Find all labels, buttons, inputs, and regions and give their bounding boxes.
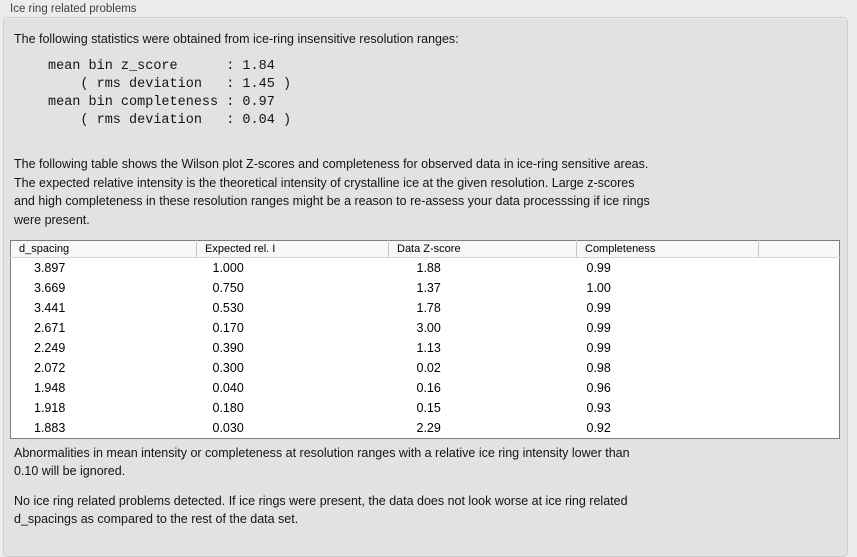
table-cell [759, 358, 840, 378]
table-row[interactable]: 3.897 1.000 1.88 0.99 [11, 258, 840, 279]
table-cell: 3.897 [34, 261, 66, 275]
note-conclusion: No ice ring related problems detected. I… [14, 494, 628, 526]
table-cell: 0.99 [586, 261, 611, 275]
table-cell: 1.13 [416, 341, 441, 355]
column-header-empty[interactable] [758, 240, 840, 258]
table-cell: 1.918 [34, 401, 66, 415]
table-cell: 1.883 [34, 421, 66, 435]
table-cell [759, 418, 840, 439]
table-cell: 3.441 [34, 301, 66, 315]
table-cell: 1.78 [416, 301, 441, 315]
table-cell: 1.37 [416, 281, 441, 295]
note-ignore-threshold: Abnormalities in mean intensity or compl… [14, 446, 630, 478]
table-cell [759, 398, 840, 418]
table-row[interactable]: 2.072 0.300 0.02 0.98 [11, 358, 840, 378]
table-cell: 0.99 [586, 301, 611, 315]
column-header-expected-rel-i[interactable]: Expected rel. I [196, 240, 389, 258]
ice-ring-table: d_spacing Expected rel. I Data Z-score Comp… [10, 240, 840, 439]
table-cell: 1.948 [34, 381, 66, 395]
table-cell: 1.88 [416, 261, 441, 275]
intro-text: The following statistics were obtained f… [14, 32, 459, 46]
table-cell: 0.99 [586, 321, 611, 335]
table-cell: 3.00 [416, 321, 441, 335]
table-row[interactable]: 3.441 0.530 1.78 0.99 [11, 298, 840, 318]
table-cell: 0.750 [212, 281, 244, 295]
table-cell [759, 258, 840, 279]
table-description-text: The following table shows the Wilson plo… [14, 157, 650, 227]
table-cell: 2.249 [34, 341, 66, 355]
table-row[interactable]: 2.671 0.170 3.00 0.99 [11, 318, 840, 338]
table-cell: 0.93 [586, 401, 611, 415]
table-cell: 0.030 [212, 421, 244, 435]
table-cell: 0.530 [212, 301, 244, 315]
table-body: 3.897 1.000 1.88 0.99 3.669 0.750 1.37 1.00 3.44… [11, 258, 840, 439]
table-cell [759, 318, 840, 338]
table-row[interactable]: 1.948 0.040 0.16 0.96 [11, 378, 840, 398]
table-cell: 0.92 [586, 421, 611, 435]
table-row[interactable]: 3.669 0.750 1.37 1.00 [11, 278, 840, 298]
table-cell: 0.99 [586, 341, 611, 355]
table-cell [759, 338, 840, 358]
xtriage-ice-ring-panel: { "panel": { "title": "Ice ring related … [3, 3, 848, 557]
table-cell: 0.98 [586, 361, 611, 375]
table-header-row: d_spacing Expected rel. I Data Z-score Comp… [10, 240, 840, 258]
ice-ring-groupbox: The following statistics were obtained f… [3, 17, 848, 557]
table-cell: 2.671 [34, 321, 66, 335]
table-cell: 0.300 [212, 361, 244, 375]
table-cell: 0.02 [416, 361, 441, 375]
table-cell: 1.00 [586, 281, 611, 295]
table-cell: 0.180 [212, 401, 244, 415]
table-cell: 3.669 [34, 281, 66, 295]
table-cell: 0.96 [586, 381, 611, 395]
bin-statistics-block: mean bin z_score : 1.84 ( rms deviation … [48, 59, 292, 128]
table-cell: 0.15 [416, 401, 441, 415]
column-header-completeness[interactable]: Completeness [576, 240, 759, 258]
column-header-d-spacing[interactable]: d_spacing [10, 240, 197, 258]
table-cell: 2.29 [416, 421, 441, 435]
column-header-data-z-score[interactable]: Data Z-score [388, 240, 577, 258]
table-cell [759, 378, 840, 398]
table-cell: 0.040 [212, 381, 244, 395]
table-row[interactable]: 2.249 0.390 1.13 0.99 [11, 338, 840, 358]
table-cell: 0.390 [212, 341, 244, 355]
table-cell: 1.000 [212, 261, 244, 275]
table-row[interactable]: 1.883 0.030 2.29 0.92 [11, 418, 840, 439]
table-cell [759, 278, 840, 298]
groupbox-title: Ice ring related problems [10, 3, 137, 15]
table-cell: 0.170 [212, 321, 244, 335]
table-cell: 0.16 [416, 381, 441, 395]
table-cell: 2.072 [34, 361, 66, 375]
table-row[interactable]: 1.918 0.180 0.15 0.93 [11, 398, 840, 418]
table-cell [759, 298, 840, 318]
